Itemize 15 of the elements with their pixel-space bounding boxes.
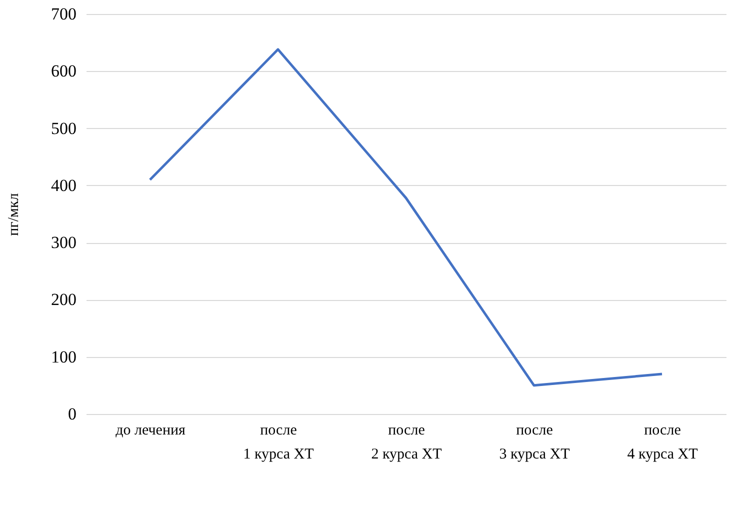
x-tick-label: после 2 курса ХТ (371, 422, 442, 462)
y-axis-title: пг/мкл (6, 192, 22, 236)
y-tick-label: 100 (51, 347, 76, 366)
y-tick-label: 700 (51, 4, 76, 24)
x-tick-label: после 1 курса ХТ (243, 422, 314, 462)
y-tick-label: 300 (51, 233, 76, 252)
x-tick-label: после 3 курса ХТ (499, 422, 570, 462)
y-tick-label: 500 (51, 118, 76, 138)
y-tick-label: 200 (51, 290, 76, 310)
y-tick-label: 600 (51, 62, 76, 81)
y-tick-label: 400 (51, 176, 76, 195)
x-tick-label: после 4 курса ХТ (627, 422, 698, 462)
y-tick-label: 0 (68, 404, 76, 424)
line-series (148, 48, 664, 387)
x-tick-label: до лечения (116, 422, 186, 438)
